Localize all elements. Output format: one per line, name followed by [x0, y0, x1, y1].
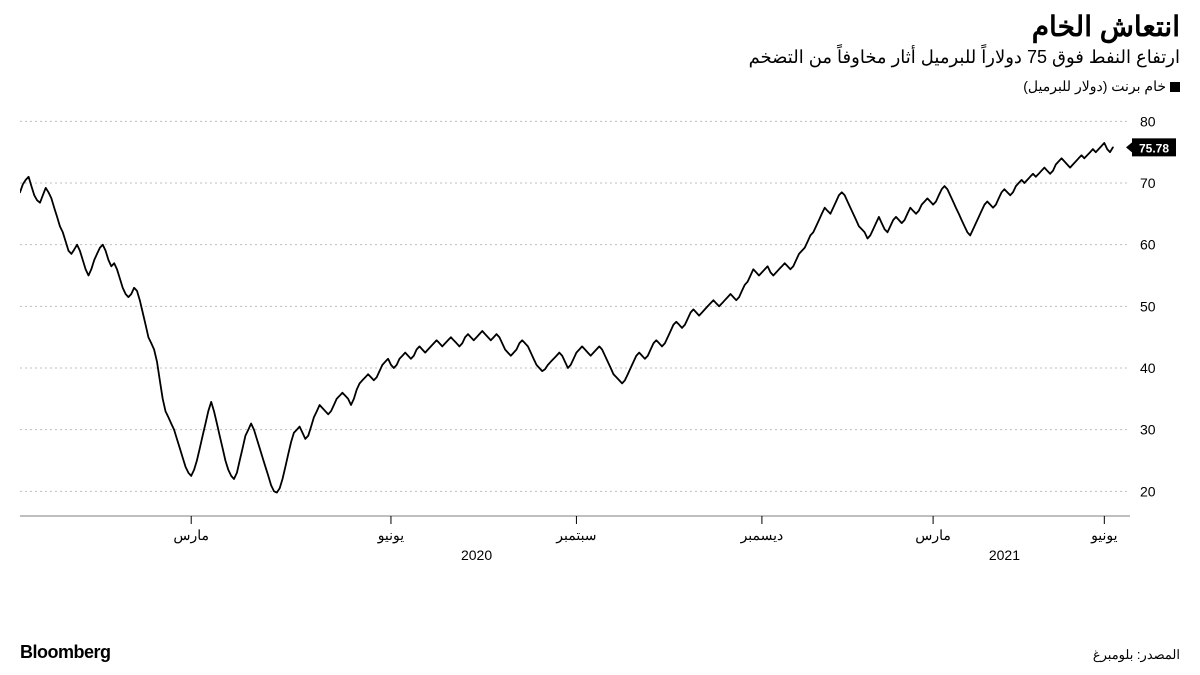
x-tick-label: سبتمبر: [555, 527, 596, 544]
x-tick-label: ديسمبر: [740, 527, 784, 544]
y-tick-label: 70: [1140, 175, 1156, 191]
y-tick-label: 50: [1140, 298, 1156, 314]
y-tick-label: 40: [1140, 360, 1156, 376]
line-chart: 20 30 40 50 60 70 80 مارس يونيو سبتمبر ديسمبر مارس ي…: [20, 101, 1180, 571]
x-year-label: 2020: [461, 547, 492, 563]
legend-swatch: [1170, 82, 1180, 92]
last-value-label: 75.78: [1139, 141, 1169, 155]
x-tick-label: مارس: [915, 527, 951, 544]
x-year-label: 2021: [989, 547, 1020, 563]
chart-title: انتعاش الخام: [20, 10, 1180, 43]
y-tick-label: 80: [1140, 113, 1156, 129]
price-line: [20, 143, 1113, 493]
y-tick-label: 20: [1140, 483, 1156, 499]
legend: خام برنت (دولار للبرميل): [20, 78, 1180, 95]
source-text: المصدر: بلومبرغ: [1093, 647, 1180, 663]
x-tick-label: مارس: [173, 527, 209, 544]
legend-label: خام برنت (دولار للبرميل): [1023, 78, 1166, 94]
last-value-pointer: [1126, 142, 1132, 152]
x-tick-label: يونيو: [377, 527, 405, 544]
brand-logo: Bloomberg: [20, 642, 111, 663]
x-tick-label: يونيو: [1090, 527, 1118, 544]
y-tick-label: 60: [1140, 237, 1156, 253]
chart-area: 20 30 40 50 60 70 80 مارس يونيو سبتمبر ديسمبر مارس ي…: [20, 101, 1180, 571]
chart-subtitle: ارتفاع النفط فوق 75 دولاراً للبرميل أثار…: [20, 47, 1180, 68]
y-tick-label: 30: [1140, 422, 1156, 438]
